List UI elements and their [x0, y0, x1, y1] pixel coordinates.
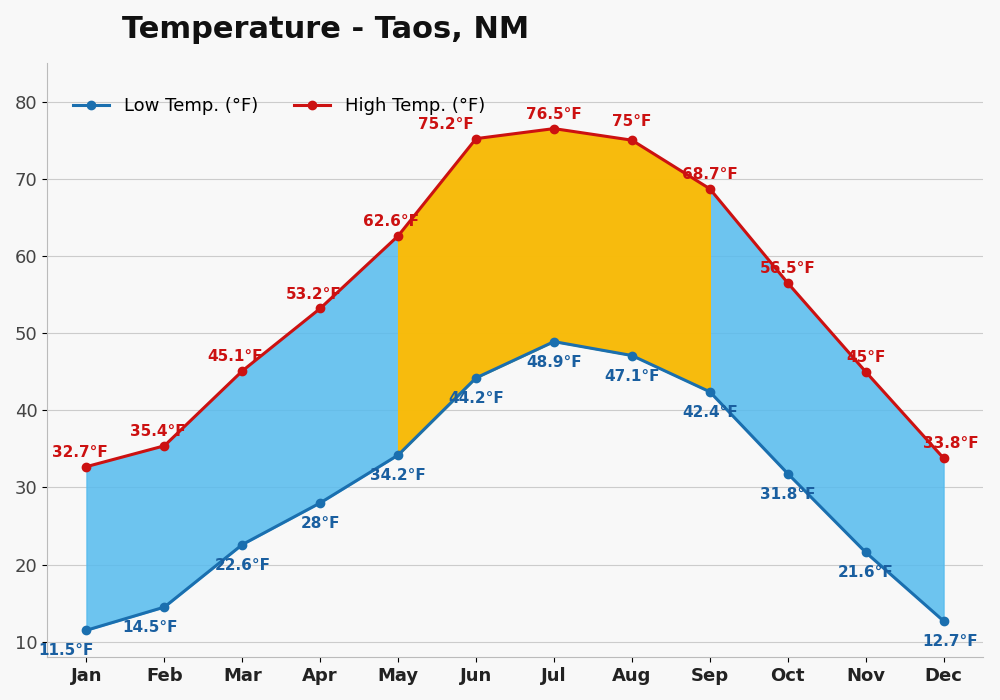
Text: 48.9°F: 48.9°F: [526, 355, 582, 370]
High Temp. (°F): [470, 134, 482, 143]
Text: 14.5°F: 14.5°F: [123, 620, 178, 635]
Line: High Temp. (°F): High Temp. (°F): [82, 125, 948, 471]
Low Temp. (°F): [704, 388, 716, 396]
High Temp. (°F): [80, 463, 92, 471]
Legend: Low Temp. (°F), High Temp. (°F): Low Temp. (°F), High Temp. (°F): [66, 90, 492, 122]
High Temp. (°F): [236, 367, 248, 375]
Line: Low Temp. (°F): Low Temp. (°F): [82, 337, 948, 634]
Text: 53.2°F: 53.2°F: [285, 287, 341, 302]
Text: 44.2°F: 44.2°F: [448, 391, 504, 406]
Text: 34.2°F: 34.2°F: [370, 468, 426, 483]
Low Temp. (°F): [626, 351, 638, 360]
Low Temp. (°F): [938, 617, 950, 625]
Text: 21.6°F: 21.6°F: [838, 566, 894, 580]
High Temp. (°F): [860, 368, 872, 376]
High Temp. (°F): [626, 136, 638, 144]
Text: 31.8°F: 31.8°F: [760, 486, 815, 502]
Text: 11.5°F: 11.5°F: [38, 643, 93, 658]
Low Temp. (°F): [392, 451, 404, 459]
Low Temp. (°F): [548, 337, 560, 346]
Text: 32.7°F: 32.7°F: [52, 445, 107, 460]
Text: 35.4°F: 35.4°F: [130, 424, 185, 439]
Text: 75.2°F: 75.2°F: [418, 117, 473, 132]
High Temp. (°F): [548, 125, 560, 133]
Text: 33.8°F: 33.8°F: [923, 436, 978, 452]
High Temp. (°F): [314, 304, 326, 313]
Text: 12.7°F: 12.7°F: [923, 634, 978, 649]
Low Temp. (°F): [314, 498, 326, 507]
High Temp. (°F): [392, 232, 404, 240]
Text: 68.7°F: 68.7°F: [682, 167, 738, 182]
High Temp. (°F): [782, 279, 794, 287]
Low Temp. (°F): [80, 626, 92, 634]
Text: 22.6°F: 22.6°F: [214, 558, 270, 573]
Text: 56.5°F: 56.5°F: [760, 261, 816, 277]
Low Temp. (°F): [158, 603, 170, 611]
Text: Temperature - Taos, NM: Temperature - Taos, NM: [122, 15, 530, 44]
Text: 42.4°F: 42.4°F: [682, 405, 738, 420]
Text: 75°F: 75°F: [612, 114, 652, 130]
Low Temp. (°F): [782, 470, 794, 478]
Text: 45°F: 45°F: [846, 350, 885, 365]
Text: 76.5°F: 76.5°F: [526, 107, 582, 122]
Low Temp. (°F): [470, 374, 482, 382]
Text: 62.6°F: 62.6°F: [363, 214, 419, 229]
Text: 47.1°F: 47.1°F: [604, 368, 660, 384]
Text: 28°F: 28°F: [300, 516, 340, 531]
Low Temp. (°F): [236, 540, 248, 549]
High Temp. (°F): [938, 454, 950, 463]
High Temp. (°F): [704, 185, 716, 193]
Text: 45.1°F: 45.1°F: [208, 349, 263, 364]
Low Temp. (°F): [860, 548, 872, 556]
High Temp. (°F): [158, 442, 170, 450]
